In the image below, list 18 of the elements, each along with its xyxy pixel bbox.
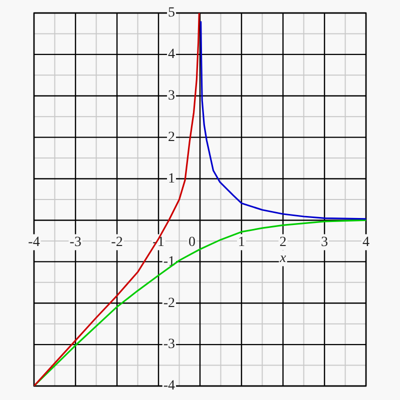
y-tick-label: 2 <box>168 130 175 146</box>
y-tick-label: 1 <box>168 171 175 186</box>
y-tick-label: 3 <box>168 88 175 104</box>
x-axis-title: x <box>278 250 287 266</box>
y-tick-label: -1 <box>163 254 175 270</box>
x-tick-label: 1 <box>238 234 245 250</box>
y-tick-label: -4 <box>163 378 175 394</box>
x-tick-label: 3 <box>321 234 328 250</box>
y-tick-label: 5 <box>168 6 175 21</box>
x-tick-label: 4 <box>362 234 370 250</box>
x-tick-label: -4 <box>28 234 40 250</box>
y-tick-label: -3 <box>163 337 175 352</box>
y-tick-label: 4 <box>168 47 175 62</box>
x-tick-label: 0 <box>188 234 196 250</box>
x-tick-label: -2 <box>111 234 123 250</box>
y-tick-label: -2 <box>163 296 175 311</box>
x-tick-label: 2 <box>280 234 286 250</box>
x-tick-label: -3 <box>70 234 82 250</box>
